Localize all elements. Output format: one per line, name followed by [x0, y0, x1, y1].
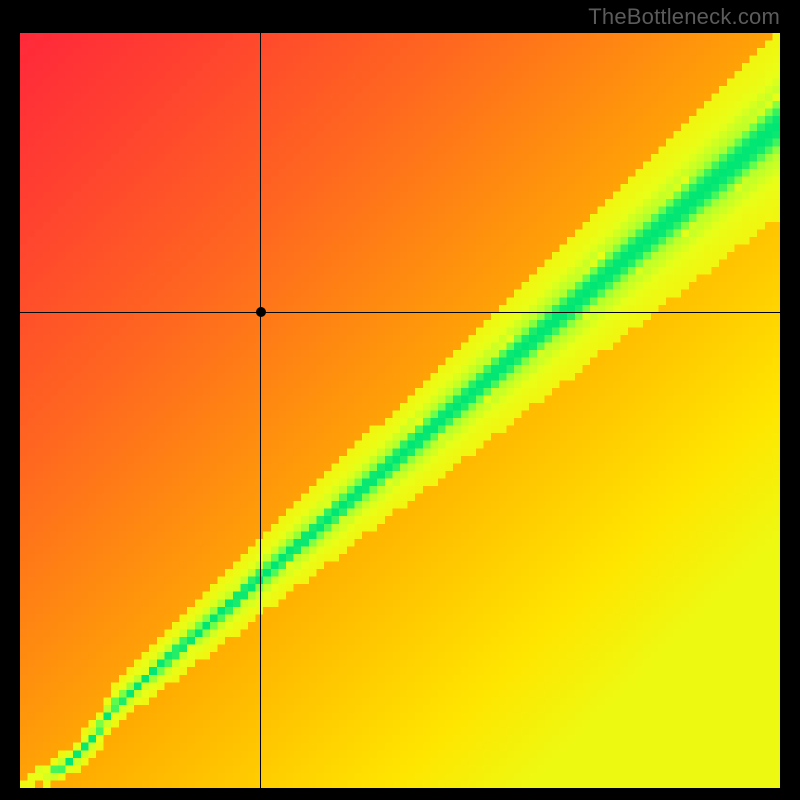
watermark-text: TheBottleneck.com: [588, 4, 780, 30]
crosshair-marker: [256, 307, 266, 317]
chart-container: TheBottleneck.com: [0, 0, 800, 800]
heatmap-canvas: [20, 33, 780, 788]
crosshair-vertical: [260, 33, 261, 788]
crosshair-horizontal: [20, 312, 780, 313]
heatmap-chart-area: [20, 33, 780, 788]
